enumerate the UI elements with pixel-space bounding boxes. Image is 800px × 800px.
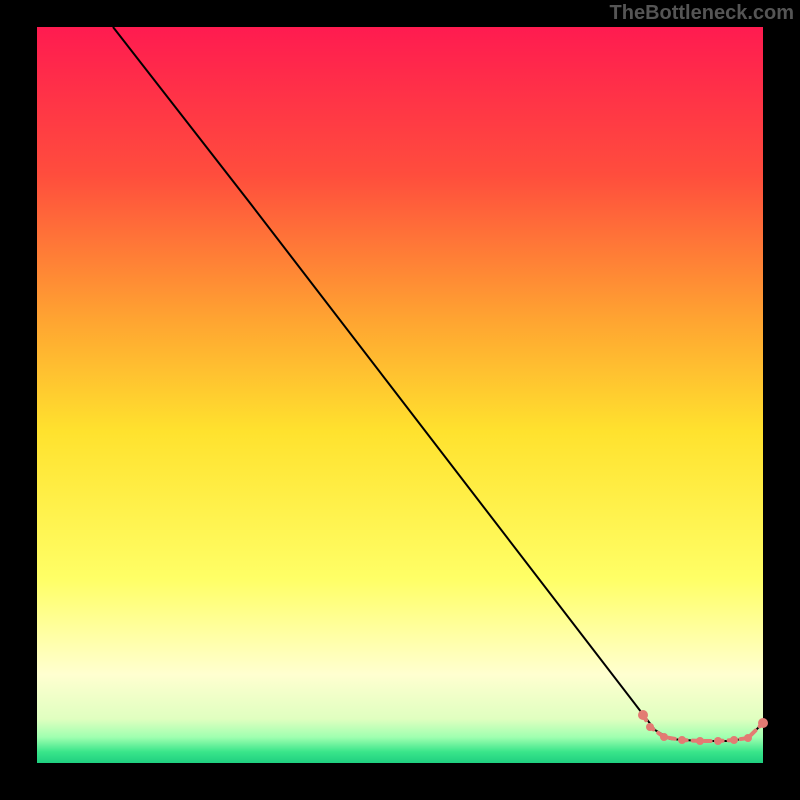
marker-point xyxy=(744,734,752,742)
marker-point xyxy=(714,737,722,745)
bottleneck-chart xyxy=(0,0,800,800)
plot-background xyxy=(37,27,763,763)
marker-point xyxy=(758,718,768,728)
marker-point xyxy=(646,723,654,731)
marker-point xyxy=(660,733,668,741)
marker-point xyxy=(730,736,738,744)
marker-point xyxy=(678,736,686,744)
watermark-text: TheBottleneck.com xyxy=(610,2,794,25)
marker-point xyxy=(638,710,648,720)
marker-point xyxy=(696,737,704,745)
